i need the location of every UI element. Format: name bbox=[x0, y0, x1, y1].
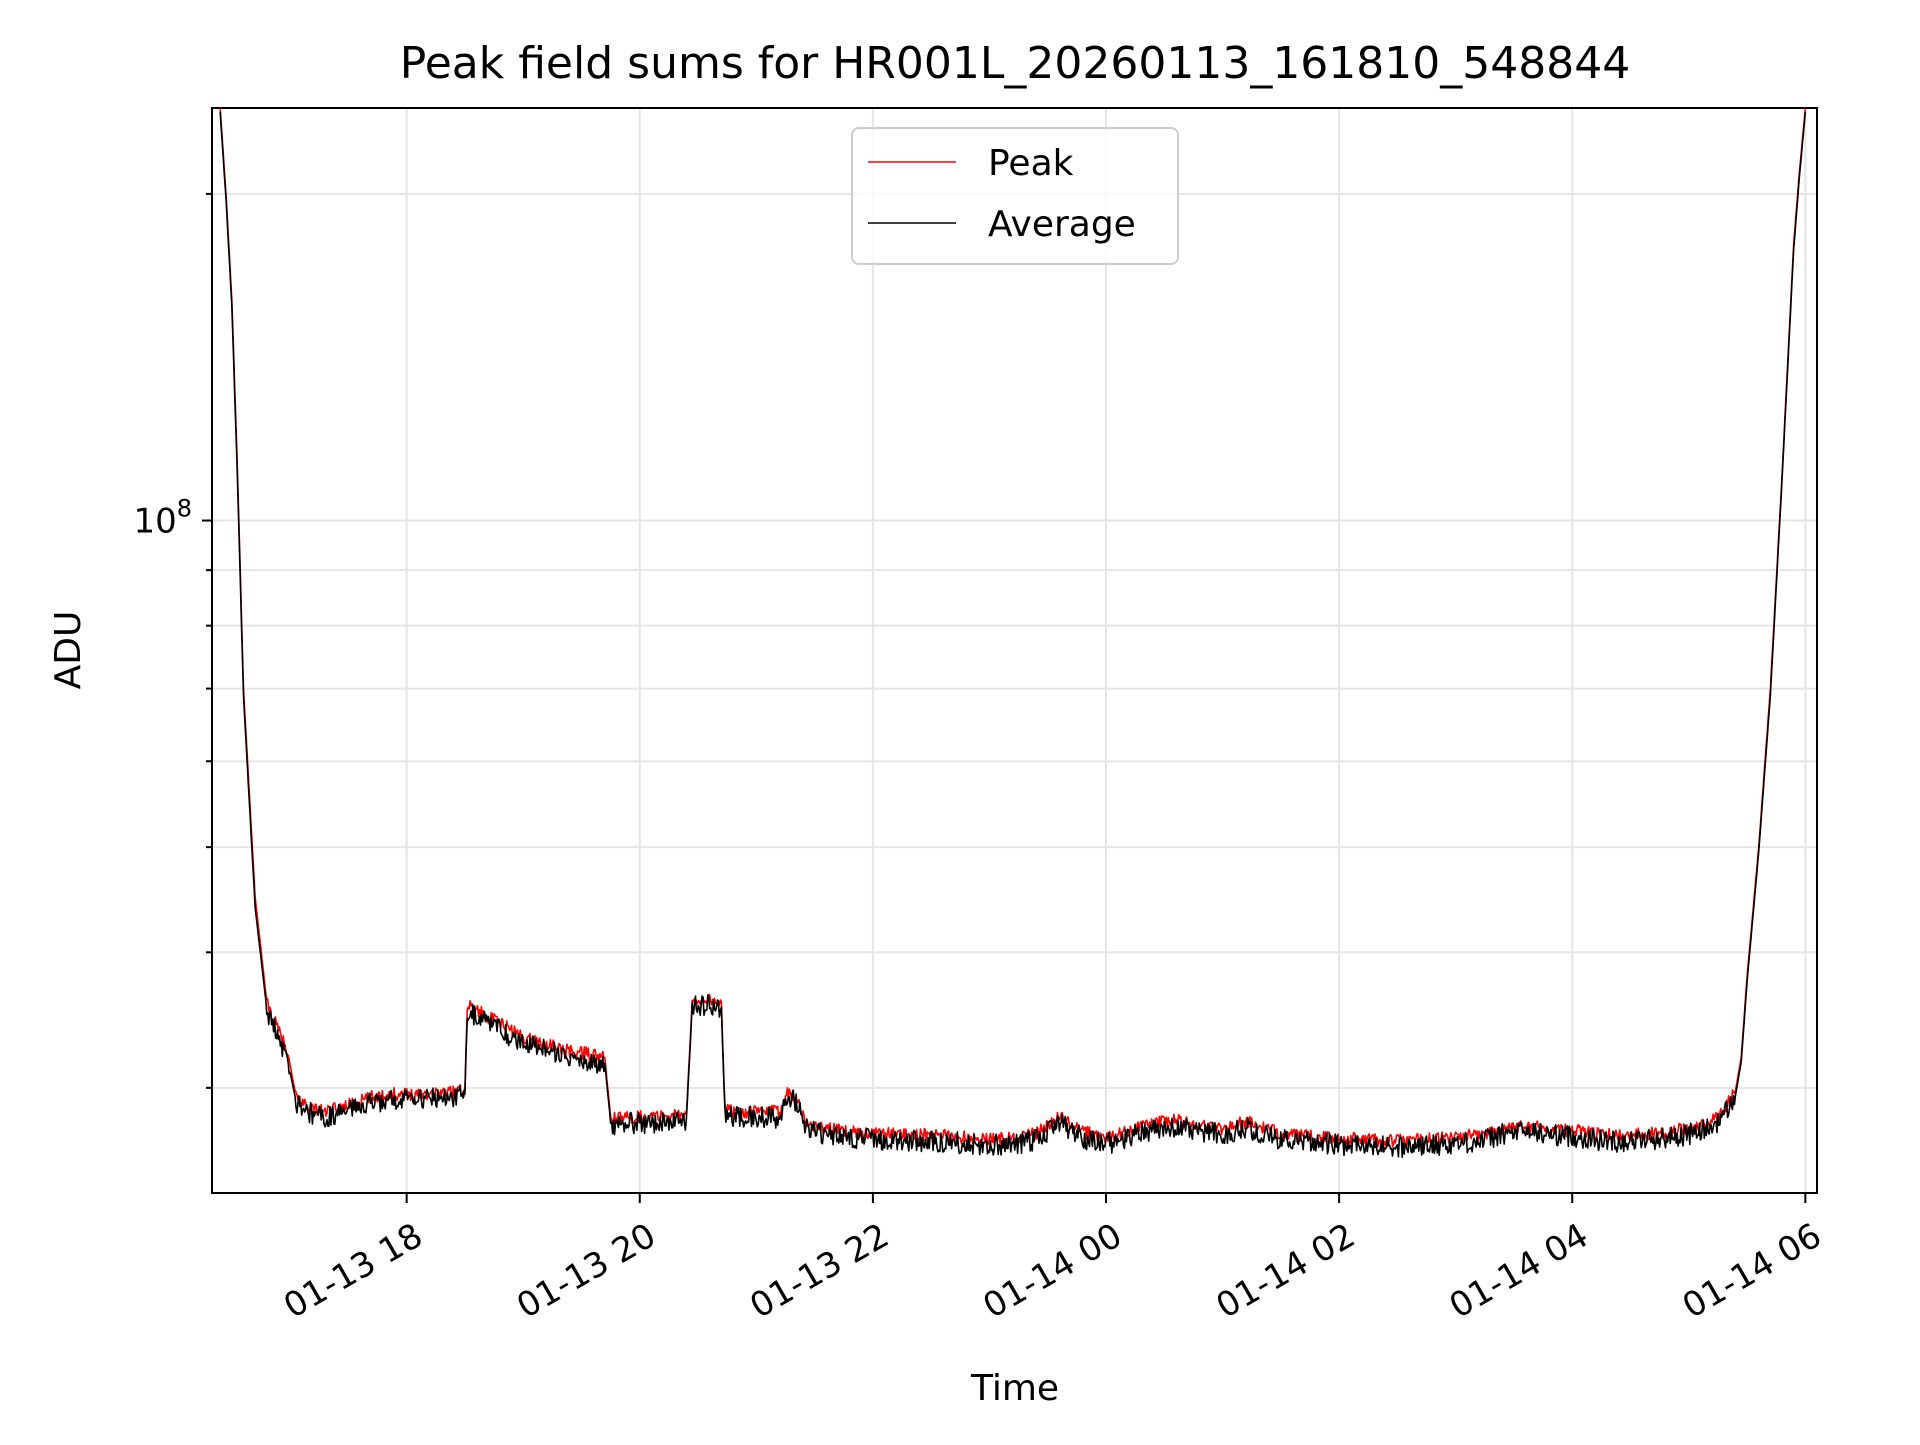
series-layer bbox=[219, 108, 1807, 1159]
y-axis-label: ADU bbox=[48, 611, 89, 690]
series-line-average bbox=[219, 111, 1807, 1159]
plot-frame bbox=[211, 107, 1818, 1194]
legend: Peak Average bbox=[851, 127, 1179, 265]
x-axis-label: Time bbox=[970, 1368, 1059, 1409]
legend-peak-label: Peak bbox=[988, 143, 1074, 184]
chart-title: Peak field sums for HR001L_20260113_1618… bbox=[400, 38, 1631, 89]
y-tick-label: 108 bbox=[133, 495, 192, 542]
legend-average-label: Average bbox=[988, 204, 1136, 245]
